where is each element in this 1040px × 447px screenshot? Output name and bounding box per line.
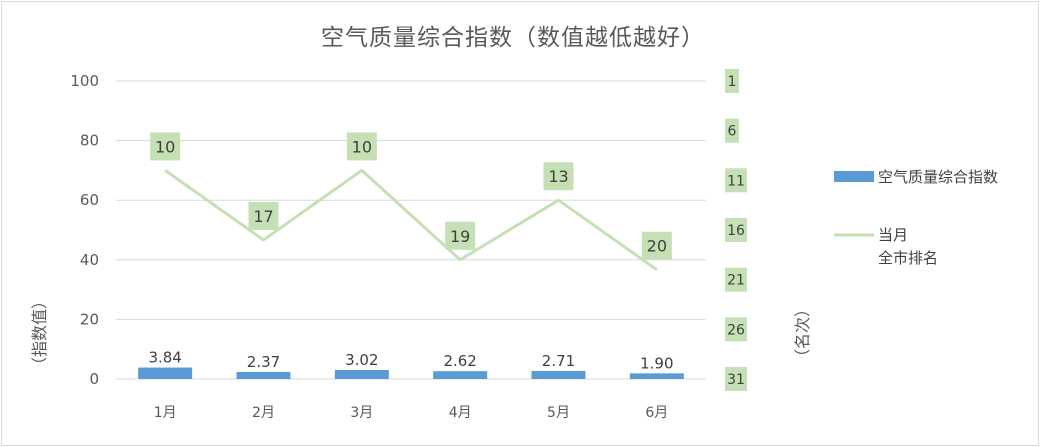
rank-value-label-3: 19 — [450, 227, 470, 246]
rank-label-box-5 — [641, 231, 672, 260]
legend: 空气质量综合指数 当月 全市排名 — [834, 168, 998, 267]
right-tick-label-3: 16 — [727, 223, 745, 239]
rank-line-series — [164, 168, 658, 271]
rank-label-box-4 — [543, 162, 574, 191]
x-tick-label-1: 2月 — [252, 405, 275, 421]
rank-value-label-2: 10 — [352, 137, 372, 156]
bar-series — [138, 367, 684, 379]
right-tick-box-1 — [725, 118, 739, 143]
right-tick-label-2: 11 — [727, 173, 745, 189]
bar-value-label-0: 3.84 — [148, 349, 181, 367]
bar-2 — [334, 370, 389, 379]
right-tick-box-6 — [725, 367, 747, 391]
left-tick-label-1: 20 — [80, 310, 99, 328]
bar-4 — [531, 370, 586, 379]
bar-1 — [236, 371, 291, 379]
legend-line-label-2: 全市排名 — [878, 249, 938, 267]
rank-label-box-2 — [346, 132, 377, 161]
legend-line-label-1: 当月 — [878, 226, 908, 244]
right-tick-box-2 — [725, 168, 747, 193]
bar-value-label-5: 1.90 — [640, 354, 673, 372]
bar-value-label-1: 2.37 — [247, 353, 280, 371]
right-tick-box-0 — [725, 69, 739, 93]
rank-label-box-1 — [248, 201, 279, 230]
x-tick-label-3: 4月 — [449, 405, 472, 421]
legend-bar-label: 空气质量综合指数 — [878, 168, 998, 186]
right-tick-label-5: 26 — [727, 322, 745, 338]
bar-3 — [433, 371, 488, 379]
left-tick-label-3: 60 — [80, 191, 99, 209]
rank-value-label-0: 10 — [155, 137, 175, 156]
gridlines — [116, 80, 706, 380]
right-tick-label-4: 21 — [727, 273, 745, 289]
right-tick-label-0: 1 — [728, 74, 737, 90]
right-tick-box-4 — [725, 267, 747, 292]
rank-data-labels: 10 17 10 19 13 20 — [150, 132, 672, 260]
chart-title: 空气质量综合指数（数值越低越好） — [321, 25, 705, 51]
left-tick-label-2: 40 — [80, 251, 99, 269]
x-tick-label-4: 5月 — [547, 405, 570, 421]
rank-label-box-3 — [445, 221, 476, 250]
right-tick-box-5 — [725, 317, 747, 342]
bar-5 — [629, 373, 684, 379]
right-tick-box-3 — [725, 218, 747, 242]
legend-bar-swatch — [834, 171, 874, 182]
x-axis-ticks: 1月 2月 3月 4月 5月 6月 — [154, 405, 669, 421]
right-tick-label-6: 31 — [727, 372, 745, 388]
x-tick-label-2: 3月 — [350, 405, 373, 421]
x-tick-label-0: 1月 — [154, 405, 177, 421]
rank-value-label-1: 17 — [253, 207, 273, 226]
bar-0 — [138, 367, 193, 379]
bar-value-label-3: 2.62 — [443, 352, 476, 370]
bar-value-label-4: 2.71 — [542, 352, 575, 370]
x-tick-label-5: 6月 — [645, 405, 668, 421]
right-tick-label-1: 6 — [728, 124, 737, 140]
rank-value-label-4: 13 — [548, 167, 568, 186]
left-tick-label-4: 80 — [80, 132, 99, 150]
left-axis-ticks: 0 20 40 60 80 100 — [70, 72, 99, 388]
left-tick-label-0: 0 — [89, 370, 99, 388]
left-tick-label-5: 100 — [70, 72, 99, 90]
bar-value-label-2: 3.02 — [345, 351, 378, 369]
rank-value-label-5: 20 — [647, 237, 667, 256]
rank-label-box-0 — [150, 132, 181, 161]
right-axis-title: （名次） — [793, 301, 812, 365]
left-axis-title: （指数值） — [30, 293, 49, 373]
bar-data-labels: 3.84 2.37 3.02 2.62 2.71 1.90 — [148, 349, 673, 373]
